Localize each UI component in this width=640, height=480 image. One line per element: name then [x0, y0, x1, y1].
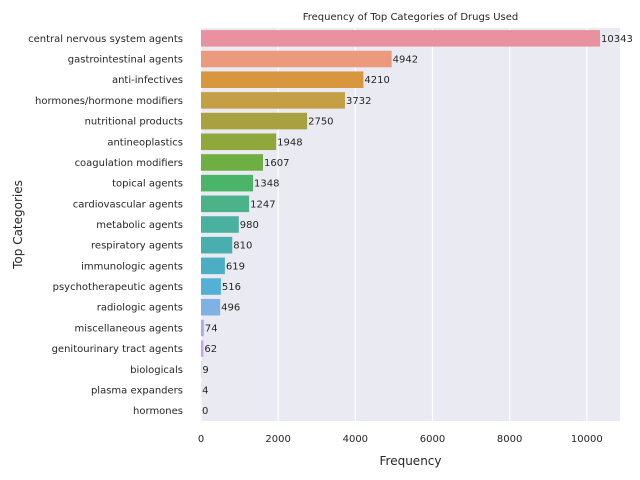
bar-value-label: 4210 — [364, 75, 389, 86]
y-tick-label: plasma expanders — [91, 385, 183, 396]
y-tick-label: genitourinary tract agents — [52, 344, 183, 355]
x-tick-label: 8000 — [497, 434, 522, 445]
bar-value-label: 74 — [205, 323, 218, 334]
bar-value-label: 810 — [233, 241, 252, 252]
chart-title: Frequency of Top Categories of Drugs Use… — [303, 12, 519, 23]
bar-value-label: 1607 — [264, 158, 289, 169]
x-tick-label: 0 — [198, 434, 204, 445]
bar-value-label: 4 — [202, 385, 208, 396]
y-tick-label: gastrointestinal agents — [68, 55, 183, 66]
x-tick-label: 6000 — [420, 434, 445, 445]
y-tick-label: cardiovascular agents — [73, 199, 183, 210]
bar — [201, 92, 345, 109]
bar — [201, 319, 204, 337]
bar-value-label: 0 — [202, 406, 208, 417]
bars — [201, 30, 601, 399]
y-tick-label: biologicals — [130, 365, 183, 376]
y-tick-label: hormones/hormone modifiers — [35, 96, 183, 107]
y-tick-label: hormones — [133, 406, 183, 417]
x-tick-label: 10000 — [571, 434, 603, 445]
x-tick-label: 4000 — [343, 434, 368, 445]
bar-value-label: 619 — [226, 261, 245, 272]
bar-value-label: 496 — [221, 303, 240, 314]
y-tick-label: nutritional products — [85, 117, 183, 128]
bar — [201, 298, 221, 316]
bar-value-label: 516 — [222, 282, 241, 293]
y-tick-label: psychotherapeutic agents — [53, 282, 183, 293]
bar-value-label: 1348 — [254, 179, 279, 190]
bar-value-label: 10343 — [601, 34, 633, 45]
bar — [201, 30, 601, 47]
bar — [201, 112, 308, 130]
bar-value-label: 62 — [204, 344, 217, 355]
y-tick-label: metabolic agents — [96, 220, 183, 231]
bar — [201, 50, 392, 68]
y-axis-title: Top Categories — [11, 180, 25, 270]
bar-value-label: 2750 — [308, 117, 333, 128]
bar-value-label: 1247 — [250, 199, 275, 210]
bar — [201, 340, 204, 357]
bar — [201, 154, 264, 171]
y-tick-label: respiratory agents — [91, 241, 183, 252]
x-axis-title: Frequency — [380, 454, 442, 468]
bar-value-label: 3732 — [346, 96, 371, 107]
y-tick-label: miscellaneous agents — [75, 323, 184, 334]
y-tick-label: coagulation modifiers — [75, 158, 183, 169]
x-tick-label: 2000 — [265, 434, 290, 445]
y-tick-labels: central nervous system agents gastrointes… — [28, 34, 183, 417]
y-tick-label: antineoplastics — [107, 137, 183, 148]
y-tick-label: radiologic agents — [97, 303, 183, 314]
bar-value-label: 9 — [202, 365, 208, 376]
bar — [201, 71, 364, 88]
y-tick-label: immunologic agents — [81, 261, 183, 272]
bar-labels: 10343 4942 4210 3732 2750 1948 1607 1348 1247 980… — [202, 34, 633, 417]
bar — [201, 257, 225, 275]
x-tick-labels: 0 2000 4000 6000 8000 10000 — [198, 434, 603, 445]
bar-value-label: 980 — [240, 220, 259, 231]
bar — [201, 195, 250, 213]
bar — [201, 216, 239, 233]
bar — [201, 236, 233, 254]
y-tick-label: topical agents — [112, 179, 183, 190]
y-tick-label: anti-infectives — [112, 75, 183, 86]
bar-value-label: 4942 — [393, 55, 418, 66]
bar — [201, 278, 221, 295]
bar — [201, 133, 277, 151]
bar — [201, 174, 254, 192]
y-tick-label: central nervous system agents — [28, 34, 183, 45]
bar-value-label: 1948 — [277, 137, 302, 148]
